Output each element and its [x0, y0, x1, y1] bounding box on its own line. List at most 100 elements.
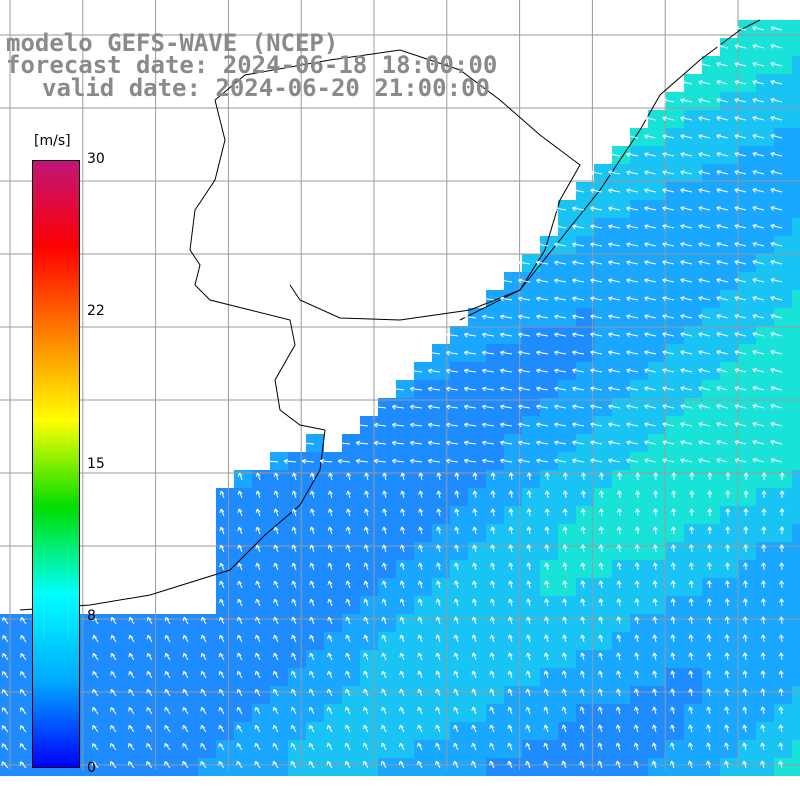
- ocean-cell: [666, 524, 684, 542]
- ocean-cell: [774, 146, 792, 164]
- wind-arrow: [670, 598, 676, 607]
- wind-arrow: [525, 652, 531, 661]
- ocean-cell: [594, 470, 612, 488]
- ocean-cell: [594, 722, 612, 740]
- wind-arrow: [110, 616, 117, 625]
- wind-arrow: [554, 404, 567, 410]
- wind-arrow: [544, 616, 549, 625]
- ocean-cell: [630, 416, 648, 434]
- wind-arrow: [355, 440, 369, 446]
- wind-arrow: [598, 562, 604, 571]
- wind-arrow: [615, 760, 621, 769]
- wind-arrow: [236, 742, 243, 751]
- ocean-cell: [108, 758, 126, 776]
- ocean-cell: [648, 200, 666, 218]
- wind-arrow: [254, 742, 261, 751]
- wind-arrow: [597, 760, 603, 769]
- ocean-cell: [576, 434, 594, 452]
- ocean-cell: [720, 128, 738, 146]
- wind-arrow: [752, 278, 765, 283]
- wind-arrow: [742, 670, 748, 679]
- ocean-cell: [378, 524, 396, 542]
- ocean-cell: [558, 740, 576, 758]
- wind-arrow: [507, 688, 513, 697]
- wind-arrow: [327, 526, 333, 535]
- wind-arrow: [500, 386, 513, 392]
- wind-arrow: [435, 724, 441, 733]
- ocean-cell: [720, 434, 738, 452]
- wind-arrow: [743, 508, 749, 517]
- ocean-cell: [612, 686, 630, 704]
- wind-arrow: [182, 634, 189, 643]
- ocean-cell: [612, 488, 630, 506]
- ocean-cell: [504, 596, 522, 614]
- ocean-cell: [504, 308, 522, 326]
- wind-arrow: [544, 562, 550, 571]
- wind-arrow: [653, 472, 659, 481]
- wind-arrow: [472, 544, 478, 553]
- wind-arrow: [662, 170, 675, 175]
- wind-arrow: [344, 706, 351, 715]
- wind-arrow: [164, 670, 171, 679]
- wind-arrow: [272, 652, 279, 661]
- wind-arrow: [688, 544, 694, 553]
- ocean-cell: [324, 470, 342, 488]
- wind-arrow: [398, 760, 405, 769]
- wind-arrow: [653, 508, 658, 517]
- ocean-cell: [288, 758, 306, 776]
- ocean-cell: [720, 488, 738, 506]
- wind-arrow: [543, 724, 549, 733]
- wind-arrow: [309, 598, 315, 607]
- ocean-cell: [648, 560, 666, 578]
- wind-arrow: [399, 616, 405, 625]
- ocean-cell: [324, 560, 342, 578]
- ocean-cell: [630, 254, 648, 272]
- wind-arrow: [680, 332, 693, 337]
- wind-arrow: [633, 760, 639, 769]
- wind-arrow: [725, 562, 730, 571]
- ocean-cell: [540, 686, 558, 704]
- ocean-cell: [234, 632, 252, 650]
- ocean-cell: [792, 596, 800, 614]
- ocean-cell: [702, 452, 720, 470]
- wind-arrow: [572, 242, 585, 248]
- ocean-cell: [378, 434, 396, 452]
- ocean-cell: [270, 632, 288, 650]
- wind-arrow: [489, 724, 495, 733]
- wind-arrow: [670, 670, 676, 679]
- wind-arrow: [19, 725, 27, 733]
- ocean-cell: [144, 740, 162, 758]
- ocean-cell: [630, 164, 648, 182]
- ocean-cell: [756, 236, 774, 254]
- ocean-cell: [468, 632, 486, 650]
- ocean-cell: [774, 560, 792, 578]
- wind-arrow: [435, 598, 441, 607]
- ocean-cell: [648, 470, 666, 488]
- wind-arrow: [662, 386, 675, 391]
- wind-arrow: [507, 652, 513, 661]
- wind-arrow: [580, 634, 585, 643]
- ocean-cell: [756, 416, 774, 434]
- wind-arrow: [291, 598, 297, 607]
- wind-arrow: [236, 652, 243, 661]
- ocean-cell: [594, 506, 612, 524]
- wind-arrow: [427, 440, 441, 446]
- ocean-cells: [0, 20, 800, 776]
- ocean-cell: [792, 92, 800, 110]
- ocean-cell: [270, 614, 288, 632]
- wind-arrow: [471, 742, 477, 751]
- wind-arrow: [626, 242, 639, 248]
- wind-arrow: [608, 188, 621, 194]
- ocean-cell: [540, 596, 558, 614]
- ocean-cell: [648, 596, 666, 614]
- ocean-cell: [216, 632, 234, 650]
- wind-arrow: [724, 634, 730, 643]
- wind-arrow: [290, 706, 297, 715]
- wind-arrow: [346, 472, 351, 481]
- wind-arrow: [716, 458, 729, 463]
- ocean-cell: [414, 614, 432, 632]
- ocean-cell: [630, 578, 648, 596]
- wind-arrow: [146, 706, 153, 715]
- ocean-cell: [144, 758, 162, 776]
- ocean-cell: [486, 434, 504, 452]
